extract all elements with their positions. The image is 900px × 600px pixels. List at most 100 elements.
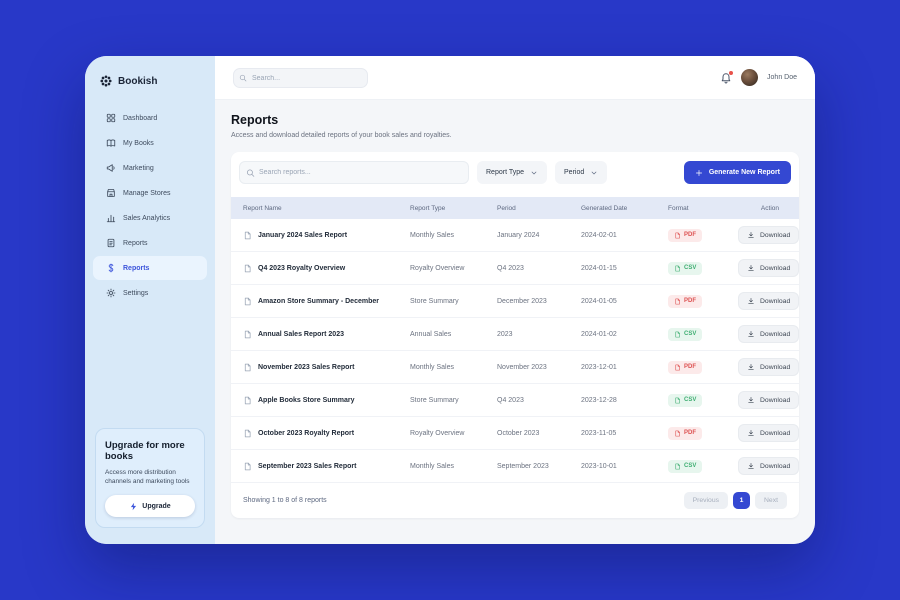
- table-row: October 2023 Royalty Report Royalty Over…: [231, 417, 799, 450]
- report-type-cell: Store Summary: [410, 396, 459, 404]
- table-row: Amazon Store Summary - December Store Su…: [231, 285, 799, 318]
- report-format-cell: PDF: [656, 228, 726, 242]
- lightning-icon: [129, 502, 138, 511]
- pagination-summary: Showing 1 to 8 of 8 reports: [243, 497, 327, 504]
- format-badge-pdf: PDF: [668, 360, 702, 374]
- report-name-cell: October 2023 Royalty Report: [231, 429, 398, 438]
- upgrade-card: Upgrade for more books Access more distr…: [95, 428, 205, 528]
- report-period-cell: September 2023: [497, 462, 549, 470]
- chevron-down-icon: [590, 169, 598, 177]
- report-type-filter[interactable]: Report Type: [477, 161, 548, 184]
- download-label: Download: [760, 429, 791, 437]
- download-button[interactable]: Download: [738, 325, 799, 343]
- topbar-right: John Doe: [720, 69, 797, 86]
- content-area: Reports Access and download detailed rep…: [215, 100, 815, 518]
- format-badge-pdf: PDF: [668, 228, 702, 242]
- download-label: Download: [760, 462, 791, 470]
- report-name-cell: Q4 2023 Royalty Overview: [231, 264, 398, 273]
- report-name-cell: November 2023 Sales Report: [231, 363, 398, 372]
- report-format-cell: PDF: [656, 294, 726, 308]
- download-icon: [747, 264, 755, 272]
- gear-icon: [106, 288, 116, 298]
- report-name: Amazon Store Summary - December: [258, 297, 379, 305]
- reports-panel: Report Type Period Generate New Report R: [231, 152, 799, 518]
- main-area: John Doe Reports Access and download det…: [215, 56, 815, 544]
- report-name: Q4 2023 Royalty Overview: [258, 264, 346, 272]
- report-action-cell: Download: [726, 358, 799, 376]
- report-period-cell: December 2023: [497, 297, 547, 305]
- upgrade-description: Access more distribution channels and ma…: [105, 468, 190, 485]
- report-name: September 2023 Sales Report: [258, 462, 357, 470]
- reports-search: [239, 161, 469, 184]
- report-type-cell: Monthly Sales: [410, 231, 454, 239]
- page-subtitle: Access and download detailed reports of …: [231, 132, 452, 139]
- sidebar-item-settings[interactable]: Settings: [93, 281, 207, 305]
- sidebar-item-sales-analytics[interactable]: Sales Analytics: [93, 206, 207, 230]
- format-badge-csv: CSV: [668, 459, 703, 473]
- format-label: CSV: [684, 397, 697, 403]
- global-search-input[interactable]: [233, 68, 368, 89]
- report-name-cell: Apple Books Store Summary: [231, 396, 398, 405]
- upgrade-button[interactable]: Upgrade: [105, 495, 195, 517]
- report-period-cell: November 2023: [497, 363, 547, 371]
- format-badge-pdf: PDF: [668, 426, 702, 440]
- download-button[interactable]: Download: [738, 457, 799, 475]
- sidebar-item-dashboard[interactable]: Dashboard: [93, 106, 207, 130]
- report-type-cell: Monthly Sales: [410, 363, 454, 371]
- plus-icon: [695, 169, 703, 177]
- report-action-cell: Download: [726, 259, 799, 277]
- report-date-cell: 2024-01-02: [581, 330, 617, 338]
- file-icon: [243, 231, 252, 240]
- file-icon: [243, 462, 252, 471]
- app-window: Bookish Dashboard My Books Marketing Man…: [85, 56, 815, 544]
- format-badge-csv: CSV: [668, 327, 703, 341]
- download-button[interactable]: Download: [738, 292, 799, 310]
- next-page-button[interactable]: Next: [755, 492, 787, 509]
- file-type-icon: [674, 397, 681, 404]
- pagination: Showing 1 to 8 of 8 reports Previous 1 N…: [231, 483, 799, 518]
- page-number-button[interactable]: 1: [733, 492, 751, 509]
- dollar-icon: [106, 263, 116, 273]
- format-label: PDF: [684, 364, 696, 370]
- file-icon: [243, 396, 252, 405]
- page-title: Reports: [231, 113, 279, 127]
- download-icon: [747, 231, 755, 239]
- sidebar-item-reports[interactable]: Reports: [93, 256, 207, 280]
- report-name: Annual Sales Report 2023: [258, 330, 344, 338]
- report-action-cell: Download: [726, 325, 799, 343]
- download-button[interactable]: Download: [738, 391, 799, 409]
- reports-search-input[interactable]: [239, 161, 469, 184]
- format-label: CSV: [684, 331, 697, 337]
- report-type-cell: Store Summary: [410, 297, 459, 305]
- period-filter[interactable]: Period: [555, 161, 608, 184]
- format-label: PDF: [684, 298, 696, 304]
- file-icon: [243, 363, 252, 372]
- generate-new-report-button[interactable]: Generate New Report: [683, 161, 791, 184]
- download-button[interactable]: Download: [738, 259, 799, 277]
- report-name: January 2024 Sales Report: [258, 231, 348, 239]
- download-button[interactable]: Download: [738, 358, 799, 376]
- report-type-cell: Annual Sales: [410, 330, 452, 338]
- report-format-cell: CSV: [656, 261, 726, 275]
- report-period-cell: January 2024: [497, 231, 540, 239]
- file-icon: [243, 429, 252, 438]
- sidebar-item-my-books[interactable]: My Books: [93, 131, 207, 155]
- report-action-cell: Download: [726, 226, 799, 244]
- format-badge-csv: CSV: [668, 261, 703, 275]
- bar-chart-icon: [106, 213, 116, 223]
- download-button[interactable]: Download: [738, 226, 799, 244]
- report-type-cell: Royalty Overview: [410, 429, 465, 437]
- report-period-cell: Q4 2023: [497, 264, 524, 272]
- bell-icon: [720, 72, 732, 84]
- user-avatar[interactable]: [741, 69, 759, 86]
- notifications-button[interactable]: [720, 70, 734, 84]
- upgrade-title: Upgrade for more books: [105, 440, 185, 463]
- download-button[interactable]: Download: [738, 424, 799, 442]
- sidebar-item-manage-stores[interactable]: Manage Stores: [93, 181, 207, 205]
- notification-dot: [728, 70, 734, 75]
- previous-page-button[interactable]: Previous: [683, 492, 729, 509]
- sidebar-item-reports[interactable]: Reports: [93, 231, 207, 255]
- download-icon: [747, 297, 755, 305]
- sidebar-item-marketing[interactable]: Marketing: [93, 156, 207, 180]
- report-date-cell: 2023-12-28: [581, 396, 617, 404]
